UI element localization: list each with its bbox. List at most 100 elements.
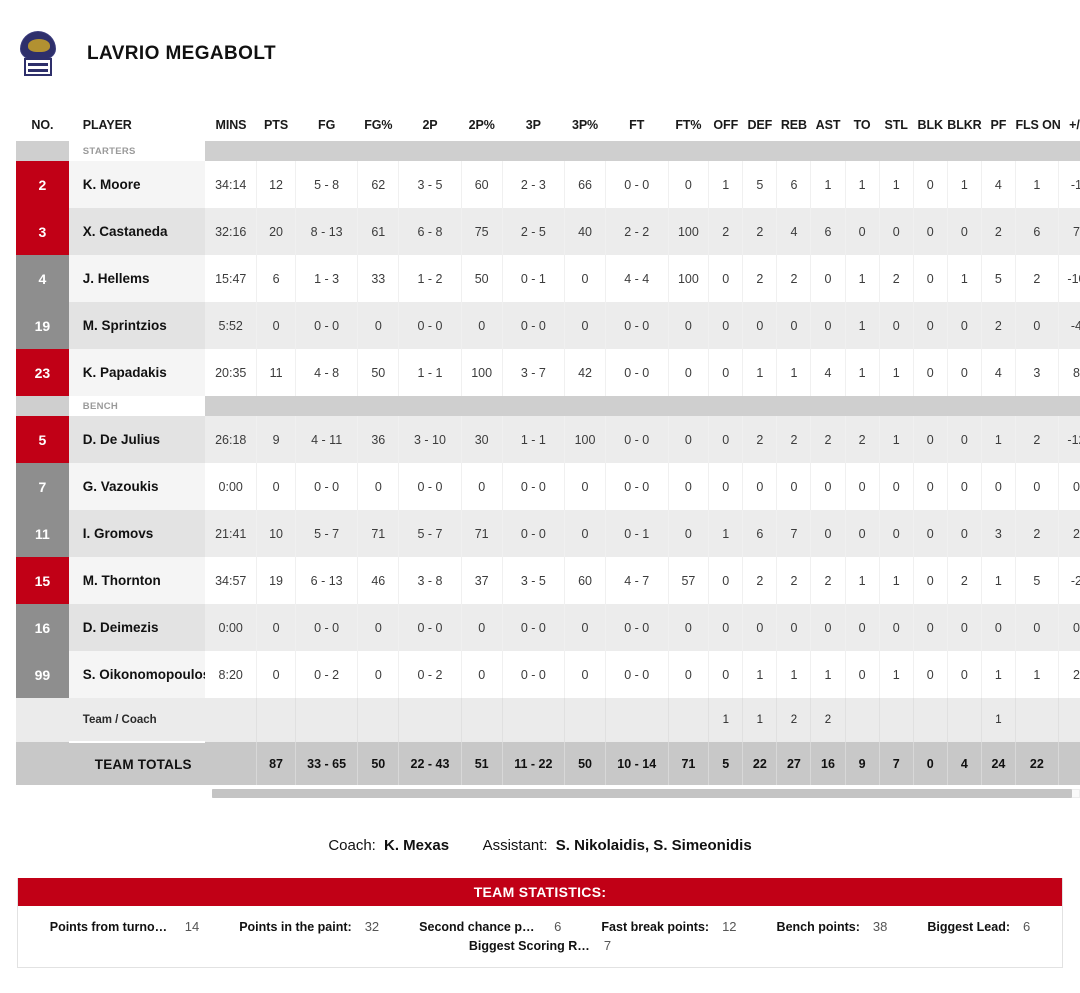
coach-name: K. Mexas [384, 837, 450, 854]
scrollbar-thumb[interactable] [212, 789, 1072, 798]
team-stat-item: Points in the paint: 32 [239, 919, 379, 934]
totals-reb: 27 [776, 742, 812, 785]
player-name[interactable]: D. Deimezis [68, 604, 206, 651]
stat-3p-pct: 0 [564, 255, 606, 302]
stat-pf: 4 [981, 161, 1016, 208]
stat-reb: 2 [776, 557, 812, 604]
team-coach-off: 1 [708, 698, 744, 742]
stat-3p-pct: 60 [564, 557, 606, 604]
stat-plus-minus: -2 [1058, 557, 1080, 604]
stat-3p: 2 - 3 [502, 161, 566, 208]
table-row[interactable]: 2 K. Moore 34:14 12 5 - 8 62 3 - 5 60 2 - 3 66 0 -… [16, 161, 1080, 208]
stat-2p-pct: 60 [461, 161, 503, 208]
player-name[interactable]: X. Castaneda [68, 208, 206, 255]
totals-pf: 24 [981, 742, 1016, 785]
stat-pts: 0 [256, 651, 296, 698]
stat-fg: 5 - 7 [295, 510, 359, 557]
stat-2p: 3 - 5 [398, 161, 462, 208]
stat-2p: 0 - 2 [398, 651, 462, 698]
table-row[interactable]: 3 X. Castaneda 32:16 20 8 - 13 61 6 - 8 75 2 - 5… [16, 208, 1080, 255]
col-fg: FG [318, 117, 336, 132]
team-coach-mins [205, 698, 258, 742]
player-name[interactable]: M. Thornton [68, 557, 206, 604]
team-coach-2ppct [461, 698, 503, 742]
stat-plus-minus: 7 [1058, 208, 1080, 255]
boxscore-body: STARTERS 2 K. Moore 34:14 12 5 - 8 62 3 - 5 60 2… [16, 141, 1080, 785]
totals-def: 22 [742, 742, 778, 785]
stat-pts: 12 [256, 161, 296, 208]
player-name[interactable]: D. De Julius [68, 416, 206, 463]
stat-blkr: 2 [947, 557, 982, 604]
stat-fg-pct: 33 [357, 255, 400, 302]
stat-fg-pct: 0 [357, 302, 400, 349]
col-fgpct: FG% [364, 117, 393, 132]
stat-blkr: 1 [947, 161, 982, 208]
stat-off: 0 [708, 651, 744, 698]
stat-2p-pct: 0 [461, 651, 503, 698]
stat-off: 0 [708, 604, 744, 651]
col-blk: BLK [917, 117, 943, 132]
team-stat-value: 6 [554, 919, 562, 934]
totals-stl: 7 [879, 742, 914, 785]
player-name[interactable]: K. Papadakis [68, 349, 206, 396]
col-2p: 2P [422, 117, 438, 132]
section-header-starters: STARTERS [16, 141, 1080, 161]
jersey-number: 19 [16, 302, 69, 349]
stat-def: 2 [742, 416, 778, 463]
stat-blk: 0 [913, 463, 948, 510]
player-name[interactable]: I. Gromovs [68, 510, 206, 557]
team-coach-row: Team / Coach 1 1 2 2 1 [16, 698, 1080, 743]
player-name[interactable]: K. Moore [68, 161, 206, 208]
stat-ft: 0 - 0 [605, 651, 669, 698]
stat-3p-pct: 40 [564, 208, 606, 255]
stat-2p: 1 - 2 [398, 255, 462, 302]
stat-stl: 1 [879, 416, 914, 463]
player-name[interactable]: S. Oikonomopoulos [68, 651, 206, 698]
totals-2ppct: 51 [461, 742, 503, 785]
stat-off: 0 [708, 349, 744, 396]
totals-3ppct: 50 [564, 742, 606, 785]
stat-def: 2 [742, 557, 778, 604]
stat-reb: 1 [776, 651, 812, 698]
player-name[interactable]: G. Vazoukis [68, 463, 206, 510]
stat-3p: 0 - 0 [502, 604, 566, 651]
player-name[interactable]: M. Sprintzios [68, 302, 206, 349]
team-header: LAVRIO MEGABOLT [0, 0, 1080, 108]
stat-2p-pct: 100 [461, 349, 503, 396]
jersey-number: 2 [16, 161, 69, 208]
stat-pts: 0 [256, 463, 296, 510]
stat-blkr: 0 [947, 651, 982, 698]
stat-fg-pct: 0 [357, 463, 400, 510]
stat-stl: 1 [879, 557, 914, 604]
table-row[interactable]: 15 M. Thornton 34:57 19 6 - 13 46 3 - 8 37 3 - 5… [16, 557, 1080, 604]
boxscore-table-viewport[interactable]: NO. PLAYER MINS PTS FG FG% 2P 2P% 3P 3P%… [16, 108, 1080, 785]
col-pts: PTS [264, 117, 289, 132]
stat-fg-pct: 0 [357, 651, 400, 698]
stat-fls-on: 1 [1015, 651, 1059, 698]
stat-ft-pct: 0 [668, 349, 710, 396]
team-stat-value: 32 [364, 919, 380, 934]
table-row[interactable]: 5 D. De Julius 26:18 9 4 - 11 36 3 - 10 30 1 - 1… [16, 416, 1080, 463]
stat-reb: 0 [776, 302, 812, 349]
team-stat-label: Points from turnovers: [49, 920, 172, 934]
team-stat-label: Second chance points: [419, 920, 541, 934]
section-no-cell [16, 396, 69, 416]
horizontal-scrollbar[interactable] [16, 785, 1080, 800]
stat-blkr: 0 [947, 208, 982, 255]
table-row[interactable]: 23 K. Papadakis 20:35 11 4 - 8 50 1 - 1 100 3 - … [16, 349, 1080, 396]
stat-ft: 2 - 2 [605, 208, 669, 255]
col-def: DEF [747, 117, 773, 132]
stat-blk: 0 [913, 604, 948, 651]
stat-ft: 0 - 0 [605, 302, 669, 349]
player-name[interactable]: J. Hellems [68, 255, 206, 302]
stat-fls-on: 6 [1015, 208, 1059, 255]
totals-fg: 33 - 65 [295, 742, 359, 785]
section-header-bench: BENCH [16, 396, 1080, 416]
stat-mins: 0:00 [205, 463, 258, 510]
